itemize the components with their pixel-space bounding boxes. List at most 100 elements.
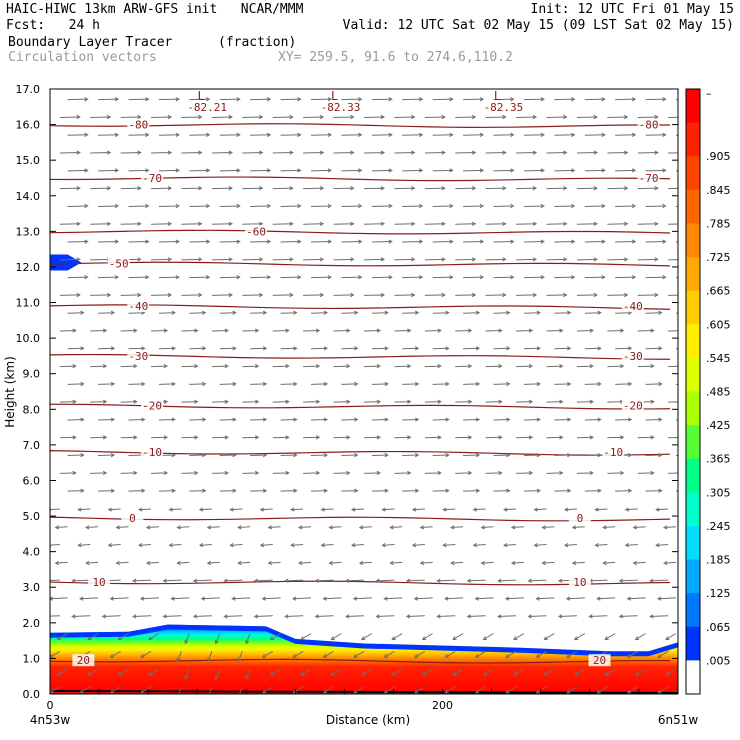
wind-vector [480, 560, 494, 566]
wind-vector [333, 435, 351, 440]
wind-vector [394, 399, 412, 404]
wind-vector [310, 453, 329, 458]
wind-vector [645, 132, 667, 137]
wind-vector [148, 668, 160, 676]
wind-vector [211, 364, 229, 369]
colorbar-swatch [686, 257, 700, 292]
wind-vector [493, 239, 515, 244]
wind-vector [151, 186, 173, 191]
contour-label-bg [127, 118, 150, 131]
wind-vector [523, 417, 541, 422]
wind-vector [432, 132, 454, 137]
contour-label: -30 [623, 350, 643, 363]
wind-vector [523, 310, 541, 315]
wind-vector [363, 257, 386, 262]
wind-vector [333, 150, 355, 155]
wind-vector [637, 292, 659, 298]
wind-vector [90, 399, 108, 404]
colorbar-swatch [686, 425, 700, 460]
wind-vector [615, 381, 633, 387]
colorbar-swatch [686, 593, 700, 628]
wind-vector [444, 650, 456, 658]
wind-vector [250, 346, 268, 351]
wind-vector [607, 221, 629, 226]
wind-vector [120, 292, 142, 298]
wind-vector [311, 132, 333, 137]
wind-vector [394, 114, 416, 120]
wind-vector [402, 453, 420, 458]
wind-vector [151, 292, 173, 298]
wind-vector [402, 168, 424, 173]
contour-label-bg [72, 654, 95, 667]
wind-vector [303, 470, 321, 476]
wind-vector [516, 114, 538, 120]
contour-label-bg [637, 171, 660, 184]
wind-vector [311, 203, 333, 209]
wind-vector [341, 417, 359, 422]
wind-vector [189, 275, 211, 280]
colorbar-swatch [686, 660, 700, 695]
wind-vector [645, 97, 667, 102]
wind-vector [637, 257, 659, 262]
wind-vector [98, 417, 116, 422]
wind-vector [615, 203, 637, 209]
wind-vector [546, 292, 568, 298]
wind-vector [546, 150, 568, 155]
wind-vector [402, 203, 424, 209]
wind-vector [109, 686, 121, 694]
wind-vector [432, 453, 450, 458]
wind-vector [181, 435, 199, 440]
colorbar-label: .545 [706, 352, 731, 365]
wind-vector [211, 399, 229, 404]
wind-vector [554, 346, 572, 351]
wind-vector [138, 507, 152, 512]
wind-vector [394, 328, 412, 333]
wind-vector [261, 596, 281, 601]
wind-vector [250, 132, 272, 137]
wind-vector [181, 150, 203, 155]
wind-vector [452, 633, 464, 641]
wind-vector [311, 239, 333, 244]
wind-vector [54, 525, 68, 530]
wind-vector [668, 365, 678, 368]
header-title: HAIC-HIWC 13km ARW-GFS init NCAR/MMM [6, 2, 304, 17]
wind-vector [510, 525, 524, 530]
wind-vector [576, 399, 594, 404]
wind-vector [584, 453, 602, 458]
wind-vector [632, 560, 646, 566]
contour-label: -30 [128, 350, 148, 363]
wind-vector [229, 543, 243, 548]
colorbar-label: .305 [706, 486, 731, 499]
wind-vector [615, 97, 637, 102]
wind-vector [328, 525, 342, 530]
wind-vector [267, 560, 281, 566]
colorbar-swatch [686, 458, 700, 493]
wind-vector [474, 686, 486, 694]
wind-vector [151, 470, 169, 476]
contour-label-bg [602, 446, 625, 458]
wind-vector [596, 596, 616, 601]
wind-vector [189, 97, 211, 102]
wind-vector [328, 560, 342, 566]
wind-vector [250, 310, 268, 315]
wind-vector [455, 470, 473, 476]
wind-vector [523, 381, 541, 387]
wind-vector [668, 116, 678, 118]
wind-vector [584, 275, 606, 280]
wind-vector [573, 668, 586, 676]
wind-vector [181, 470, 199, 476]
wind-vector [333, 114, 355, 120]
wind-vector [463, 381, 481, 387]
wind-vector [303, 435, 321, 440]
wind-vector [424, 150, 446, 155]
wind-vector [250, 168, 272, 173]
wind-vector [253, 578, 273, 583]
wind-vector [394, 150, 416, 155]
wind-vector [497, 614, 517, 619]
wind-vector [363, 221, 386, 226]
wind-vector [98, 453, 116, 458]
wind-vector [50, 579, 60, 582]
wind-vector [432, 203, 454, 209]
wind-vector [571, 525, 585, 530]
wind-vector [363, 150, 386, 155]
